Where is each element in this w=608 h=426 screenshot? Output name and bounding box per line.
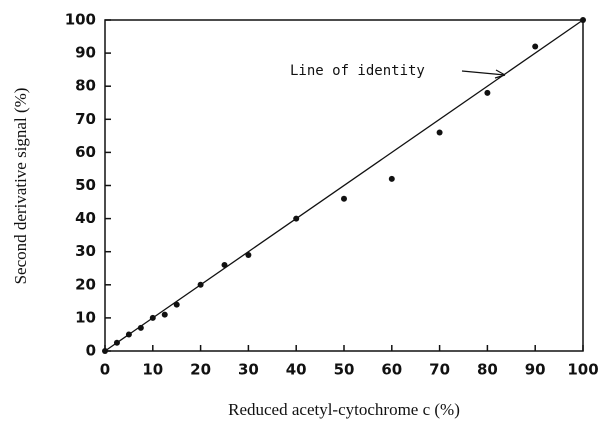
y-tick-label: 0 <box>86 342 96 360</box>
y-tick-label: 10 <box>75 308 96 326</box>
x-tick-label: 40 <box>286 361 307 379</box>
x-tick-label: 20 <box>190 361 211 379</box>
data-point <box>484 89 491 96</box>
y-tick-label: 50 <box>75 176 96 194</box>
y-tick-label: 80 <box>75 77 96 95</box>
y-tick-label: 70 <box>75 110 96 128</box>
x-tick-label: 70 <box>429 361 450 379</box>
y-tick-label: 90 <box>75 44 96 62</box>
y-tick-label: 60 <box>75 143 96 161</box>
data-point <box>293 215 300 222</box>
x-tick-label: 30 <box>238 361 259 379</box>
data-point <box>161 311 168 318</box>
y-tick-label: 100 <box>65 11 96 29</box>
data-point <box>221 261 228 268</box>
x-tick-label: 100 <box>567 361 598 379</box>
data-point <box>341 195 347 202</box>
x-tick-label: 50 <box>334 361 355 379</box>
annotation: Line of identity <box>290 63 425 79</box>
y-axis-label: Second derivative signal (%) <box>11 88 30 285</box>
data-point <box>580 17 586 23</box>
data-point <box>245 252 252 259</box>
x-tick-label: 60 <box>381 361 402 379</box>
data-point <box>436 129 443 136</box>
y-tick-label: 20 <box>75 275 96 293</box>
identity-line <box>104 19 584 352</box>
data-point <box>137 324 144 331</box>
data-point <box>388 175 395 182</box>
data-point <box>197 281 204 288</box>
data-point <box>125 331 132 338</box>
x-tick-label: 0 <box>100 361 110 379</box>
data-point <box>149 314 156 321</box>
x-axis-label: Reduced acetyl-cytochrome c (%) <box>228 400 460 419</box>
x-tick-label: 80 <box>477 361 498 379</box>
data-point <box>113 339 120 346</box>
data-point <box>102 348 108 354</box>
y-tick-label: 30 <box>75 242 96 260</box>
data-point <box>173 301 180 308</box>
y-tick-label: 40 <box>75 209 96 227</box>
annotation-arrow <box>461 70 506 76</box>
data-point <box>532 43 539 50</box>
x-tick-label: 90 <box>525 361 546 379</box>
x-tick-label: 10 <box>142 361 163 379</box>
